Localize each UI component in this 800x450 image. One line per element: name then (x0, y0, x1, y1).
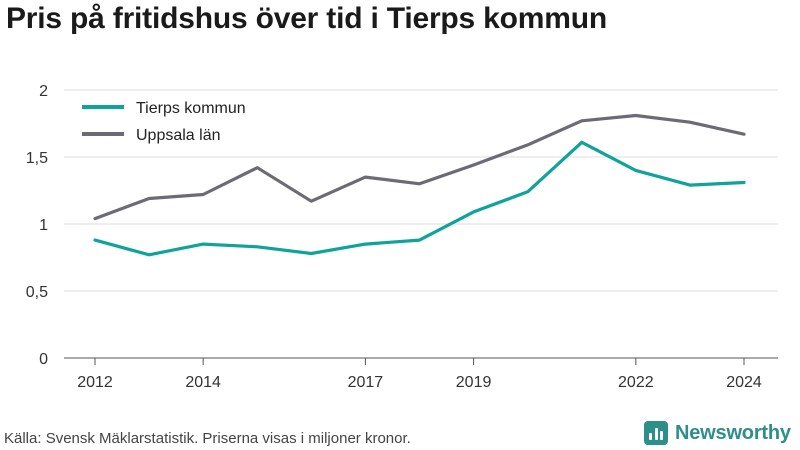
line-chart: 0 0,5 1 1,5 2 2012 2014 2017 2019 2022 2024 Tierp… (26, 83, 778, 391)
x-tick-label: 2017 (348, 374, 384, 391)
y-tick-label: 0,5 (26, 284, 48, 301)
grid-lines (64, 89, 778, 292)
brand-logo: Newsworthy (644, 420, 791, 446)
y-tick-label: 2 (39, 83, 48, 100)
x-tick-label: 2012 (77, 374, 113, 391)
series-line-0 (93, 140, 746, 257)
chart-title: Pris på fritidshus över tid i Tierps kom… (6, 2, 607, 35)
y-tick-label: 0 (39, 351, 48, 368)
bar-chart-logo-icon (644, 421, 668, 445)
legend-label: Tierps kommun (136, 100, 246, 117)
y-axis-labels: 0 0,5 1 1,5 2 (26, 83, 48, 368)
y-tick-label: 1,5 (26, 150, 48, 167)
source-note: Källa: Svensk Mäklarstatistik. Priserna … (4, 430, 411, 447)
legend: Tierps kommun Uppsala län (82, 100, 246, 144)
x-tick-label: 2024 (726, 374, 762, 391)
x-tick-label: 2014 (185, 374, 221, 391)
x-tick-label: 2019 (456, 374, 492, 391)
series-line-1 (93, 113, 746, 221)
x-axis (64, 357, 778, 365)
series-lines (93, 113, 746, 257)
y-tick-label: 1 (39, 217, 48, 234)
brand-name: Newsworthy (675, 421, 791, 444)
x-tick-label: 2022 (618, 374, 654, 391)
legend-label: Uppsala län (136, 127, 221, 144)
x-axis-labels: 2012 2014 2017 2019 2022 2024 (77, 374, 762, 391)
